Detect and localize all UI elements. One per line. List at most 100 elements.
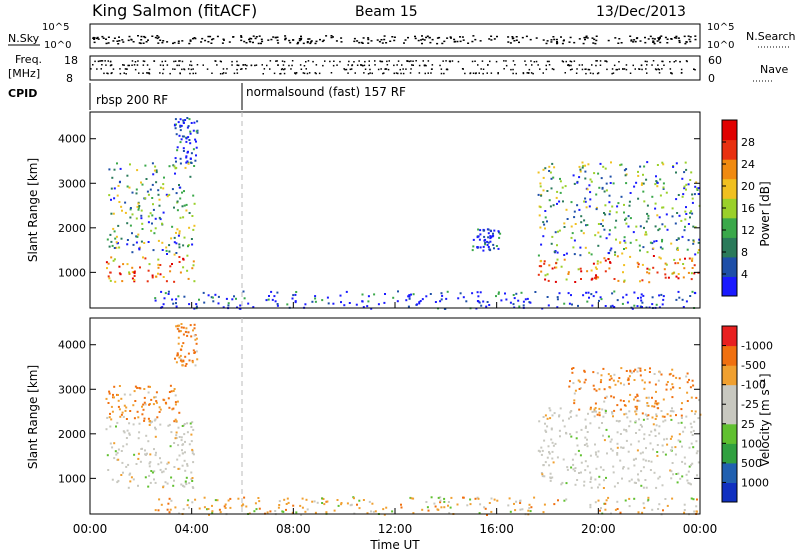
echo-pixel bbox=[193, 280, 196, 283]
echo-pixel bbox=[662, 206, 665, 209]
echo-pixel bbox=[144, 164, 147, 167]
nsky-point bbox=[515, 39, 518, 41]
echo-pixel bbox=[117, 394, 119, 396]
echo-pixel bbox=[595, 193, 598, 196]
freq-point bbox=[512, 60, 515, 62]
echo-pixel bbox=[628, 375, 631, 378]
echo-pixel bbox=[193, 121, 196, 124]
echo-pixel bbox=[649, 241, 652, 244]
echo-pixel bbox=[610, 447, 613, 450]
echo-pixel bbox=[186, 422, 189, 425]
echo-pixel bbox=[185, 327, 188, 330]
freq-point bbox=[388, 60, 390, 62]
echo-pixel bbox=[657, 508, 660, 510]
echo-pixel bbox=[106, 454, 109, 457]
freq-point bbox=[347, 72, 349, 74]
freq-point bbox=[591, 64, 593, 66]
echo-pixel bbox=[211, 510, 214, 513]
echo-pixel bbox=[637, 511, 640, 514]
freq-point bbox=[528, 68, 531, 71]
echo-pixel bbox=[647, 498, 650, 501]
freq-point bbox=[380, 68, 382, 70]
echo-pixel bbox=[125, 418, 128, 420]
echo-pixel bbox=[585, 206, 588, 209]
freq-point bbox=[383, 72, 385, 74]
echo-pixel bbox=[180, 439, 183, 442]
nsky-point bbox=[666, 42, 669, 44]
echo-pixel bbox=[231, 298, 234, 301]
echo-pixel bbox=[630, 478, 633, 481]
nsky-point bbox=[144, 36, 147, 39]
echo-pixel bbox=[583, 219, 586, 222]
echo-pixel bbox=[128, 272, 131, 275]
echo-pixel bbox=[592, 371, 595, 374]
echo-pixel bbox=[675, 162, 678, 165]
echo-pixel bbox=[562, 419, 564, 422]
echo-pixel bbox=[136, 386, 139, 389]
echo-pixel bbox=[274, 300, 277, 303]
echo-pixel bbox=[682, 306, 685, 308]
echo-pixel bbox=[658, 503, 661, 506]
freq-point bbox=[584, 68, 586, 70]
echo-pixel bbox=[594, 501, 597, 504]
echo-pixel bbox=[671, 407, 673, 410]
echo-pixel bbox=[116, 242, 119, 244]
echo-pixel bbox=[208, 513, 210, 516]
echo-pixel bbox=[677, 273, 680, 275]
echo-pixel bbox=[640, 470, 643, 473]
nsky-point bbox=[429, 41, 432, 44]
nsky-point bbox=[137, 35, 139, 37]
echo-pixel bbox=[122, 415, 125, 418]
echo-pixel bbox=[553, 412, 556, 415]
echo-pixel bbox=[684, 210, 687, 213]
freq-point bbox=[90, 68, 92, 70]
freq-point bbox=[347, 64, 349, 66]
echo-pixel bbox=[486, 244, 489, 246]
echo-pixel bbox=[195, 350, 198, 353]
echo-pixel bbox=[637, 297, 639, 300]
echo-pixel bbox=[517, 299, 520, 302]
nsky-point bbox=[194, 37, 197, 40]
nsky-point bbox=[649, 35, 652, 38]
colorbar-tick-label: -1000 bbox=[741, 340, 773, 353]
nsky-point bbox=[367, 37, 370, 39]
echo-pixel bbox=[242, 503, 244, 506]
echo-pixel bbox=[641, 301, 644, 304]
echo-pixel bbox=[538, 214, 541, 217]
echo-pixel bbox=[214, 499, 217, 502]
echo-pixel bbox=[172, 407, 175, 410]
freq-point bbox=[381, 60, 384, 63]
freq-point bbox=[350, 68, 353, 70]
echo-pixel bbox=[546, 417, 549, 420]
freq-point bbox=[363, 64, 366, 67]
echo-pixel bbox=[685, 415, 688, 418]
echo-pixel bbox=[633, 185, 636, 188]
nsky-point bbox=[321, 40, 324, 43]
echo-pixel bbox=[589, 406, 592, 409]
echo-pixel bbox=[202, 291, 205, 294]
echo-pixel bbox=[118, 181, 121, 184]
echo-pixel bbox=[629, 192, 632, 194]
echo-pixel bbox=[616, 500, 619, 503]
echo-pixel bbox=[648, 434, 651, 437]
echo-pixel bbox=[619, 241, 621, 244]
echo-pixel bbox=[695, 396, 698, 399]
freq-point bbox=[174, 68, 176, 70]
freq-point bbox=[302, 72, 305, 74]
nsky-point bbox=[173, 41, 176, 44]
echo-pixel bbox=[633, 497, 636, 500]
echo-pixel bbox=[683, 509, 686, 511]
echo-pixel bbox=[184, 119, 187, 121]
freq-point bbox=[662, 60, 664, 63]
echo-pixel bbox=[112, 212, 115, 215]
echo-pixel bbox=[580, 221, 583, 224]
nsky-point bbox=[595, 39, 598, 42]
echo-pixel bbox=[203, 506, 206, 509]
echo-pixel bbox=[195, 154, 197, 157]
echo-pixel bbox=[174, 403, 177, 406]
echo-pixel bbox=[691, 193, 694, 196]
echo-pixel bbox=[652, 448, 654, 451]
echo-pixel bbox=[113, 168, 116, 171]
nsky-point bbox=[270, 38, 273, 41]
